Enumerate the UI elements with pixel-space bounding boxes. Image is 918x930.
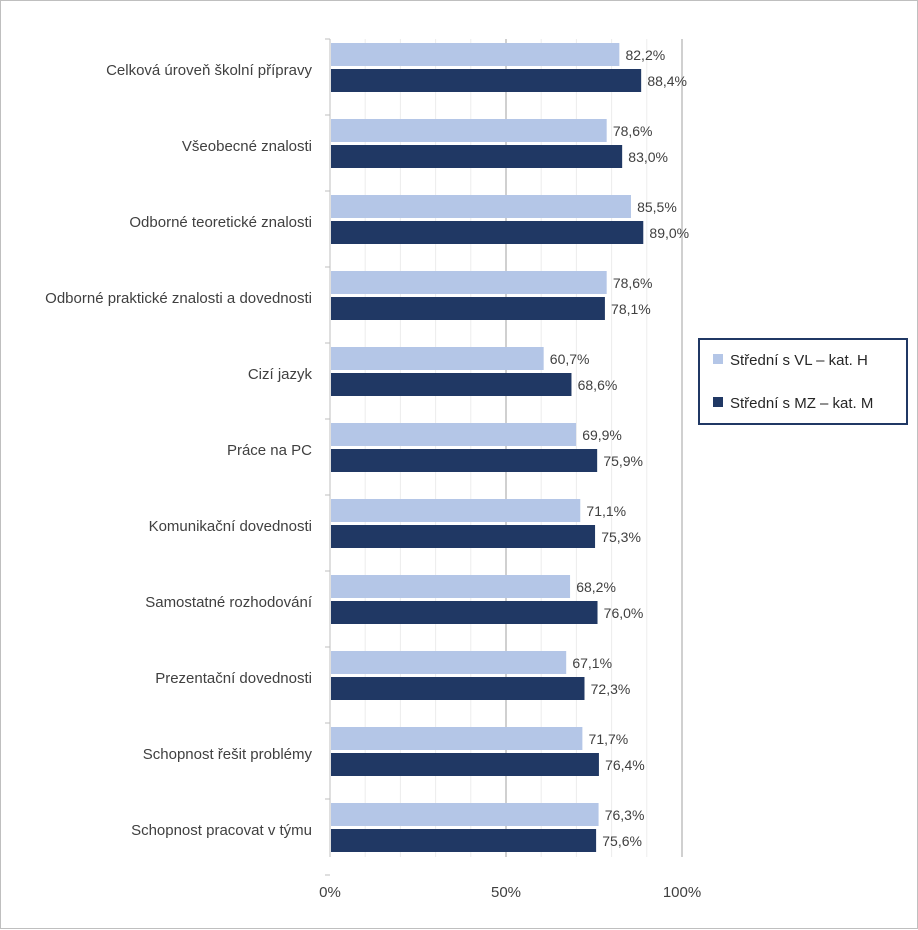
category-label: Samostatné rozhodování [145, 594, 313, 611]
bar-series-1 [331, 651, 567, 674]
grid-layer [364, 39, 683, 857]
bar-series-1 [331, 727, 583, 750]
category-label: Komunikační dovednosti [149, 518, 312, 535]
bar-series-2 [331, 373, 572, 396]
bar-series-1 [331, 423, 577, 446]
bar-series-1 [331, 499, 581, 522]
data-label: 72,3% [591, 681, 631, 697]
data-label: 85,5% [637, 199, 677, 215]
data-label: 76,4% [605, 757, 645, 773]
category-label: Celková úroveň školní přípravy [106, 62, 312, 79]
bar-series-2 [331, 449, 598, 472]
bar-series-2 [331, 297, 605, 320]
category-label: Cizí jazyk [248, 366, 313, 383]
bar-series-2 [331, 145, 623, 168]
data-label: 78,6% [613, 275, 653, 291]
label-layer: Celková úroveň školní přípravy 82,2% 88,4%… [45, 47, 689, 849]
axis-layer: 0% 50% 100% [319, 38, 701, 901]
data-label: 60,7% [550, 351, 590, 367]
x-tick-label: 100% [663, 884, 701, 901]
data-label: 75,3% [601, 529, 641, 545]
category-label: Všeobecné znalosti [182, 138, 312, 155]
data-label: 67,1% [572, 655, 612, 671]
bar-series-2 [331, 829, 597, 852]
x-tick-label: 0% [319, 884, 341, 901]
bar-series-2 [331, 525, 596, 548]
data-label: 76,0% [604, 605, 644, 621]
bar-series-2 [331, 221, 644, 244]
category-label: Schopnost řešit problémy [143, 746, 313, 763]
data-label: 82,2% [625, 47, 665, 63]
data-label: 75,6% [602, 833, 642, 849]
bar-series-2 [331, 753, 599, 776]
bar-series-2 [331, 677, 585, 700]
bar-series-1 [331, 195, 631, 218]
data-label: 69,9% [582, 427, 622, 443]
data-label: 78,6% [613, 123, 653, 139]
bar-series-1 [331, 575, 571, 598]
legend-box [698, 338, 908, 425]
x-tick-label: 50% [491, 884, 521, 901]
data-label: 71,1% [586, 503, 626, 519]
data-label: 78,1% [611, 301, 651, 317]
category-label: Prezentační dovednosti [155, 670, 312, 687]
bar-series-1 [331, 347, 544, 370]
data-label: 88,4% [647, 73, 687, 89]
legend: Střední s VL – kat. H Střední s MZ – kat… [698, 338, 908, 425]
bar-series-2 [331, 601, 598, 624]
data-label: 75,9% [603, 453, 643, 469]
data-label: 89,0% [649, 225, 689, 241]
category-label: Schopnost pracovat v týmu [131, 822, 312, 839]
bar-series-1 [331, 43, 620, 66]
data-label: 83,0% [628, 149, 668, 165]
data-label: 68,2% [576, 579, 616, 595]
bar-layer [331, 43, 644, 852]
data-label: 68,6% [578, 377, 618, 393]
bar-series-1 [331, 119, 607, 142]
bar-series-1 [331, 803, 599, 826]
legend-swatch-series-2 [713, 397, 723, 407]
category-label: Odborné teoretické znalosti [129, 214, 312, 231]
bar-series-2 [331, 69, 642, 92]
category-label: Práce na PC [227, 442, 312, 459]
legend-label-series-2: Střední s MZ – kat. M [730, 395, 873, 412]
legend-label-series-1: Střední s VL – kat. H [730, 352, 868, 369]
category-label: Odborné praktické znalosti a dovednosti [45, 290, 312, 307]
data-label: 71,7% [589, 731, 629, 747]
legend-swatch-series-1 [713, 354, 723, 364]
data-label: 76,3% [605, 807, 645, 823]
bar-series-1 [331, 271, 607, 294]
